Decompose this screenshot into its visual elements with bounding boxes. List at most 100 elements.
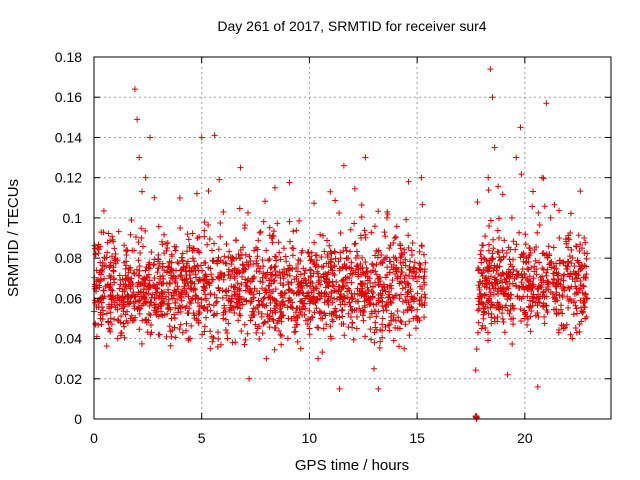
data-point — [207, 265, 214, 272]
data-point — [121, 323, 128, 330]
data-point — [366, 299, 373, 306]
data-point — [375, 282, 382, 289]
data-point — [578, 304, 585, 311]
data-point — [121, 334, 128, 341]
data-point — [189, 255, 196, 262]
data-point — [400, 309, 407, 316]
data-point — [145, 317, 152, 324]
data-point — [297, 271, 304, 278]
data-point — [189, 230, 196, 237]
data-point — [111, 245, 118, 252]
data-point — [201, 274, 208, 281]
data-point — [547, 214, 554, 221]
data-point — [379, 315, 386, 322]
data-point — [347, 270, 354, 277]
data-point — [269, 316, 276, 323]
data-point — [489, 94, 496, 101]
data-point — [196, 233, 203, 240]
data-point — [151, 261, 158, 268]
data-point — [327, 323, 334, 330]
data-point — [386, 327, 393, 334]
data-point — [210, 312, 217, 319]
data-point — [476, 284, 483, 291]
data-point — [215, 254, 222, 261]
data-point — [286, 179, 293, 186]
data-point — [496, 215, 503, 222]
data-point — [413, 269, 420, 276]
data-point — [478, 247, 485, 254]
data-point — [347, 248, 354, 255]
data-point — [207, 307, 214, 314]
data-point — [348, 296, 355, 303]
data-point — [517, 306, 524, 313]
data-point — [535, 285, 542, 292]
data-point — [119, 293, 126, 300]
data-point — [543, 286, 550, 293]
data-point — [372, 319, 379, 326]
data-point — [480, 301, 487, 308]
data-point — [481, 283, 488, 290]
data-point — [409, 251, 416, 258]
data-point — [97, 278, 104, 285]
data-point — [265, 257, 272, 264]
data-point — [304, 248, 311, 255]
data-point — [237, 255, 244, 262]
data-point — [421, 279, 428, 286]
data-point — [392, 265, 399, 272]
data-point — [195, 319, 202, 326]
data-point — [330, 283, 337, 290]
data-point — [121, 303, 128, 310]
data-point — [577, 241, 584, 248]
data-point — [231, 309, 238, 316]
data-point — [222, 326, 229, 333]
data-point — [219, 294, 226, 301]
data-point — [120, 299, 127, 306]
data-point — [516, 229, 523, 236]
data-point — [217, 341, 224, 348]
data-point — [248, 298, 255, 305]
data-point — [297, 345, 304, 352]
data-point — [210, 258, 217, 265]
data-point — [193, 190, 200, 197]
data-point — [199, 331, 206, 338]
data-point — [307, 272, 314, 279]
data-point — [353, 314, 360, 321]
data-point — [386, 269, 393, 276]
data-point — [522, 311, 529, 318]
data-point — [286, 218, 293, 225]
data-point — [138, 235, 145, 241]
data-point — [324, 251, 331, 258]
data-point — [105, 301, 112, 308]
data-point — [321, 299, 328, 306]
data-point — [583, 314, 590, 321]
data-point — [353, 248, 360, 255]
data-point — [358, 202, 365, 209]
data-point — [345, 324, 352, 331]
data-point — [569, 335, 576, 342]
data-point — [381, 229, 388, 236]
data-point — [356, 305, 363, 312]
data-point — [534, 229, 541, 236]
data-point — [383, 214, 390, 221]
data-point — [473, 346, 480, 353]
data-point — [385, 322, 392, 329]
data-point — [354, 262, 361, 269]
data-point — [495, 183, 502, 190]
data-point — [341, 292, 348, 299]
data-point — [191, 245, 198, 252]
data-point — [347, 226, 354, 233]
data-point — [324, 298, 331, 305]
data-point — [573, 305, 580, 312]
data-point — [557, 306, 564, 313]
data-point — [112, 260, 119, 267]
data-point — [271, 277, 278, 284]
data-point — [495, 235, 502, 241]
data-point — [174, 283, 181, 290]
data-point — [201, 233, 208, 240]
data-point — [366, 314, 373, 321]
data-point — [511, 275, 518, 282]
data-point — [123, 317, 130, 324]
data-point — [207, 291, 214, 298]
data-point — [100, 207, 107, 214]
data-point — [386, 288, 393, 295]
